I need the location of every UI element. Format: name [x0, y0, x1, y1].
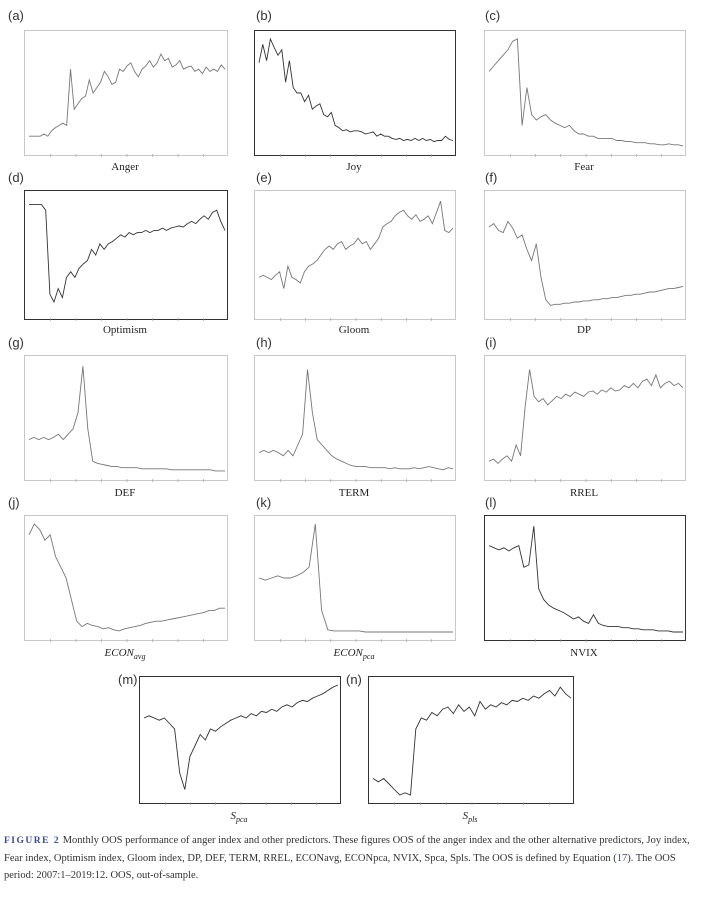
plot-area	[484, 515, 686, 642]
plot-area	[484, 30, 686, 157]
panel-letter: (h)	[256, 335, 272, 350]
figure-number: FIGURE 2	[4, 836, 61, 846]
series-line	[28, 523, 225, 632]
series-line	[488, 526, 683, 633]
panel-label-text: TERM	[338, 487, 370, 499]
panel-letter: (i)	[485, 335, 497, 350]
panel-letter: (n)	[346, 672, 362, 687]
panel-label-subscript: pls	[468, 815, 478, 824]
panel-label: RREL	[484, 487, 684, 499]
chart-svg	[143, 684, 339, 805]
panel-label: Anger	[24, 161, 226, 173]
panel-label-text: Anger	[111, 161, 139, 173]
plot-area	[24, 190, 228, 321]
chart-svg	[29, 53, 226, 157]
panel-label: Fear	[484, 161, 684, 173]
panel-label: ECONpca	[254, 647, 454, 661]
panel-label: Optimism	[24, 324, 226, 336]
panel-label-text: RREL	[569, 487, 599, 499]
panel-letter: (k)	[256, 495, 272, 510]
panel-label-text: S	[462, 810, 469, 822]
panel-label-subscript: pca	[362, 652, 375, 661]
panel-label-text: Gloom	[338, 324, 370, 336]
panel-label: NVIX	[484, 647, 684, 659]
caption-text-3: ). The OOS period: 2007:1–2019:12. OOS, …	[4, 853, 676, 881]
panel-label-text: Joy	[346, 161, 362, 173]
series-line	[258, 201, 454, 289]
series-line	[488, 369, 684, 465]
chart-svg	[28, 366, 225, 482]
panel-label-text: Optimism	[102, 324, 147, 336]
plot-area	[139, 676, 341, 805]
panel-label-text: NVIX	[570, 647, 598, 659]
chart-svg	[258, 37, 454, 157]
panel-label-text: ECON	[104, 647, 134, 659]
panel-letter: (l)	[485, 495, 497, 510]
panel-label: Joy	[254, 161, 454, 173]
series-line	[28, 366, 225, 472]
panel-letter: (d)	[8, 170, 24, 185]
panel-label: DEF	[24, 487, 226, 499]
panel-letter: (j)	[8, 495, 20, 510]
equation-ref-link[interactable]: 17	[616, 853, 628, 864]
plot-area	[254, 190, 456, 321]
panel-letter: (m)	[118, 672, 138, 687]
chart-svg	[29, 204, 226, 321]
plot-area	[368, 676, 574, 805]
panel-letter: (c)	[485, 8, 501, 23]
chart-svg	[488, 526, 683, 642]
panel-label: Gloom	[254, 324, 454, 336]
figure-caption: FIGURE 2 Monthly OOS performance of ange…	[4, 832, 704, 884]
panel-label: ECONavg	[24, 647, 226, 661]
caption-text-1: Monthly OOS performance of anger index a…	[4, 835, 690, 864]
series-line	[143, 684, 339, 790]
panel-label: TERM	[254, 487, 454, 499]
series-line	[29, 53, 226, 137]
plot-area	[24, 355, 228, 482]
panel-letter: (e)	[256, 170, 272, 185]
plot-area	[24, 515, 228, 642]
panel-label-subscript: avg	[133, 652, 146, 661]
plot-area	[254, 30, 456, 157]
panel-label: DP	[484, 324, 684, 336]
panel-label-subscript: pca	[235, 815, 248, 824]
panel-label: Spls	[368, 810, 572, 824]
chart-svg	[258, 523, 453, 642]
chart-svg	[488, 369, 684, 482]
plot-area	[254, 355, 456, 482]
series-line	[258, 523, 453, 633]
panel-letter: (a)	[8, 8, 24, 23]
plot-area	[484, 190, 686, 321]
chart-svg	[488, 38, 684, 157]
plot-area	[254, 515, 456, 642]
series-line	[29, 204, 226, 304]
panel-letter: (g)	[8, 335, 24, 350]
panel-label-text: DP	[576, 324, 592, 336]
plot-area	[24, 30, 228, 157]
chart-svg	[372, 686, 572, 805]
panel-label-text: Fear	[574, 161, 594, 173]
panel-letter: (b)	[256, 8, 272, 23]
series-line	[488, 220, 684, 306]
plot-area	[484, 355, 686, 482]
panel-letter: (f)	[485, 170, 498, 185]
series-line	[488, 38, 684, 147]
chart-svg	[258, 369, 454, 482]
chart-svg	[28, 523, 225, 642]
series-line	[372, 686, 572, 796]
series-line	[258, 37, 454, 143]
caption-text-2: avg, ECONpca, NVIX, Spca, Spls. The OOS …	[324, 853, 617, 864]
chart-svg	[258, 201, 454, 321]
panel-label-text: S	[230, 810, 236, 822]
panel-label-text: DEF	[114, 487, 136, 499]
chart-svg	[488, 220, 684, 321]
panel-label: Spca	[139, 810, 339, 824]
series-line	[258, 369, 454, 471]
panel-label-text: ECON	[333, 647, 363, 659]
